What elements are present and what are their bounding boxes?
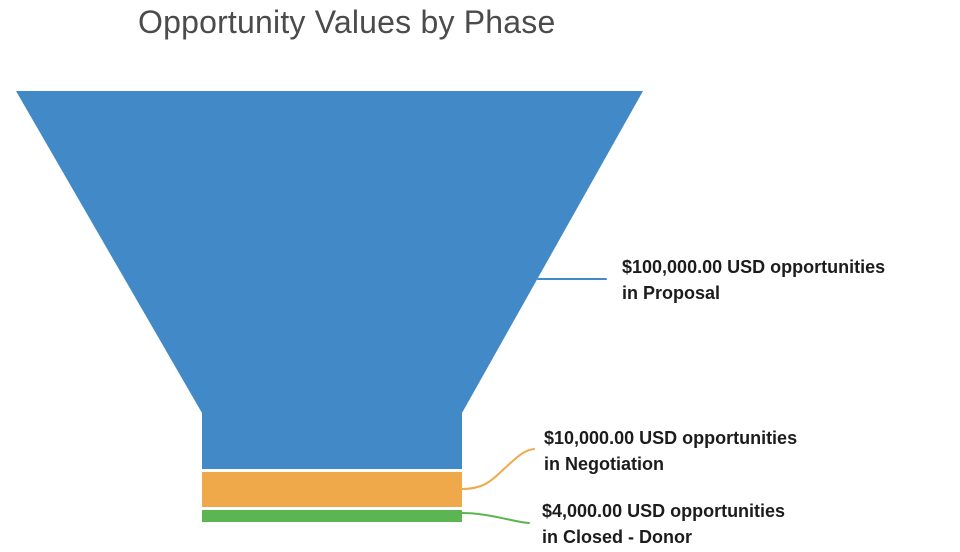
annotation-closed-donor: $4,000.00 USD opportunities in Closed - …	[542, 498, 785, 550]
funnel-segment-negotiation[interactable]	[202, 472, 462, 507]
annotation-proposal-phase: in Proposal	[622, 283, 721, 303]
annotation-closed-donor-phase: in Closed - Donor	[542, 527, 692, 547]
funnel-segment-closed-donor[interactable]	[202, 510, 462, 522]
annotation-negotiation-value: $10,000.00 USD opportunities	[544, 428, 798, 448]
annotation-proposal-value: $100,000.00 USD opportunities	[622, 257, 886, 277]
chart-title: Opportunity Values by Phase	[138, 4, 556, 40]
connector-line-closed-donor	[461, 512, 530, 524]
funnel-segment-proposal[interactable]	[16, 91, 643, 469]
annotation-negotiation-phase: in Negotiation	[544, 454, 664, 474]
annotation-closed-donor-value: $4,000.00 USD opportunities	[542, 501, 786, 521]
annotation-negotiation: $10,000.00 USD opportunities in Negotiat…	[544, 425, 797, 477]
connector-line-negotiation	[461, 448, 535, 490]
annotation-proposal: $100,000.00 USD opportunities in Proposa…	[622, 254, 885, 306]
